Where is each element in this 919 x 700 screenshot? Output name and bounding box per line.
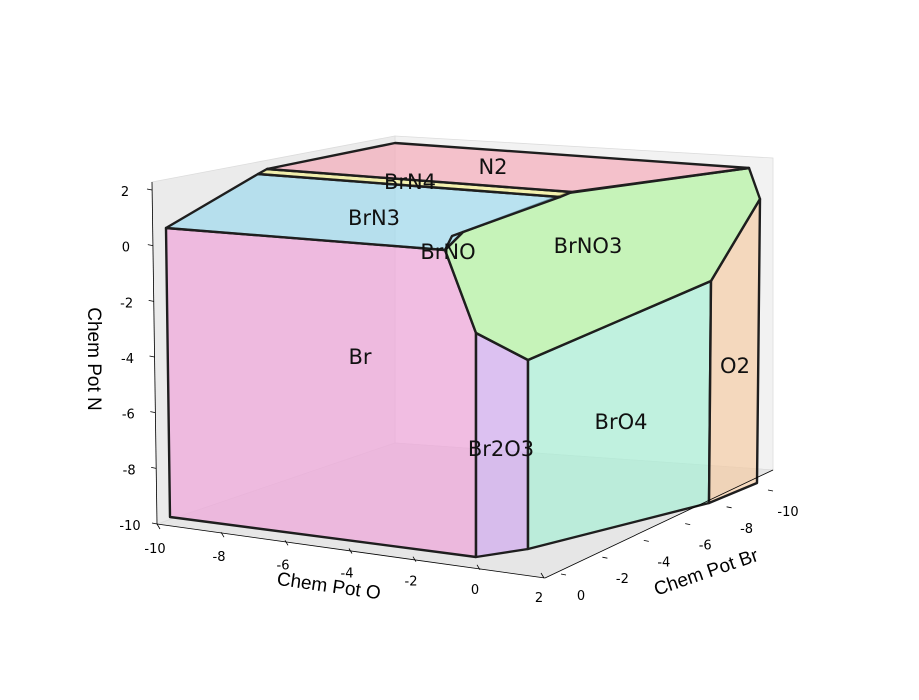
x-axis-ticks: -10 -8 -6 -4 -2 0 2: [144, 523, 545, 606]
region-face-brn3: [164, 172, 562, 252]
z-axis-tick-label: -8: [123, 463, 136, 478]
region-labels: N2 BrN4 BrN3 BrNO BrNO3 Br Br2O3 BrO4 O2: [348, 155, 750, 461]
z-axis-tick: [151, 466, 157, 469]
x-axis-tick-label: 0: [471, 583, 479, 598]
z-axis-tick-label: 0: [122, 241, 130, 256]
z-axis-tick-label: -4: [121, 352, 134, 367]
z-axis-tick-label: -10: [119, 519, 140, 534]
y-axis-tick-label: -2: [616, 572, 629, 587]
region-label-brn4: BrN4: [384, 170, 436, 194]
x-axis-title: Chem Pot O: [276, 569, 382, 604]
x-axis-tick: [540, 572, 545, 579]
x-axis-tick-label: -6: [277, 558, 290, 573]
x-axis-tick: [156, 523, 161, 530]
z-axis-tick-label: -6: [122, 408, 135, 423]
z-axis-line: [151, 181, 158, 525]
z-axis-tick-label: -2: [120, 296, 133, 311]
x-axis-tick-label: -2: [405, 575, 418, 590]
y-axis-tick: [685, 523, 691, 525]
z-axis-tick: [147, 244, 153, 247]
x-axis-tick: [348, 548, 353, 554]
y-axis-tick: [643, 540, 649, 542]
phase-regions: [164, 141, 762, 559]
region-label-brn3: BrN3: [348, 206, 400, 230]
region-face-br: [164, 226, 478, 559]
z-axis-tick: [148, 299, 154, 302]
z-axis-tick: [151, 522, 158, 525]
z-axis-tick: [146, 188, 153, 191]
region-label-n2: N2: [478, 155, 507, 179]
region-label-brno: BrNO: [420, 240, 475, 264]
x-axis-tick: [220, 531, 225, 538]
region-label-o2: O2: [720, 354, 750, 378]
x-axis-tick-label: -10: [144, 542, 165, 557]
y-axis-tick: [726, 506, 732, 509]
region-label-bro4: BrO4: [595, 410, 648, 434]
region-face-n2: [265, 141, 751, 194]
y-axis-tick-label: -4: [657, 555, 670, 570]
y-axis-tick-label: 0: [577, 589, 585, 604]
region-label-br2o3: Br2O3: [468, 437, 534, 461]
y-axis-tick-label: -10: [777, 505, 798, 520]
y-axis-line: [544, 469, 774, 579]
y-axis-tick: [560, 573, 567, 576]
region-label-brno3: BrNO3: [554, 234, 623, 258]
z-axis-tick-label: 2: [121, 185, 129, 200]
x-axis-tick: [476, 564, 481, 571]
y-axis-tick: [767, 489, 774, 492]
region-label-br: Br: [348, 345, 371, 369]
x-axis-tick: [284, 540, 289, 546]
region-face-brno: [443, 230, 465, 252]
x-axis-tick: [412, 556, 417, 562]
z-axis-title: Chem Pot N: [83, 307, 104, 410]
y-axis-tick: [602, 556, 608, 559]
x-axis-tick-label: -4: [341, 567, 354, 582]
x-axis-tick-label: -8: [213, 550, 226, 565]
x-axis-tick-label: 2: [535, 591, 543, 606]
z-axis-ticks: 2 0 -2 -4 -6 -8 -10: [119, 185, 158, 534]
y-axis-tick-label: -6: [699, 539, 712, 554]
y-axis-ticks: 0 -2 -4 -6 -8 -10: [560, 489, 799, 604]
z-axis-tick: [149, 355, 155, 358]
y-axis-tick-label: -8: [740, 522, 753, 537]
z-axis-tick: [150, 411, 156, 414]
z-axis: 2 0 -2 -4 -6 -8 -10 Chem Pot N: [83, 181, 158, 534]
